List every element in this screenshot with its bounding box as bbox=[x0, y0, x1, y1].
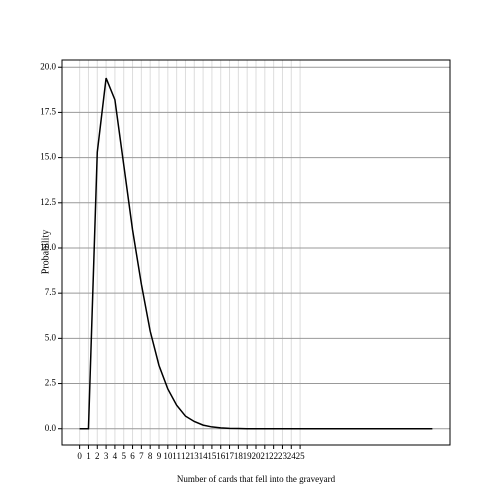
y-tick-label: 7.5 bbox=[45, 287, 57, 297]
x-tick-label: 21 bbox=[260, 451, 269, 461]
x-axis-label: Number of cards that fell into the grave… bbox=[177, 474, 336, 484]
x-tick-label: 18 bbox=[234, 451, 244, 461]
x-tick-label: 20 bbox=[252, 451, 262, 461]
x-tick-label: 13 bbox=[190, 451, 200, 461]
x-tick-label: 4 bbox=[113, 451, 118, 461]
y-tick-label: 15.0 bbox=[40, 152, 56, 162]
x-tick-label: 11 bbox=[172, 451, 181, 461]
x-tick-label: 9 bbox=[157, 451, 162, 461]
data-line bbox=[79, 77, 433, 430]
x-tick-label: 8 bbox=[148, 451, 153, 461]
x-tick-label: 14 bbox=[199, 451, 209, 461]
y-tick-label: 12.5 bbox=[40, 197, 56, 207]
x-tick-label: 16 bbox=[216, 451, 226, 461]
y-tick-label: 0.0 bbox=[45, 423, 57, 433]
y-tick-label: 20.0 bbox=[40, 61, 56, 71]
x-tick-label: 5 bbox=[121, 451, 126, 461]
x-tick-label: 10 bbox=[163, 451, 173, 461]
x-tick-label: 12 bbox=[181, 451, 190, 461]
y-tick-label: 10.0 bbox=[40, 242, 56, 252]
plot-frame bbox=[61, 59, 451, 446]
y-axis-label: Probability bbox=[40, 230, 51, 274]
y-tick-label: 5.0 bbox=[45, 332, 57, 342]
x-tick-label: 7 bbox=[139, 451, 144, 461]
x-tick-label: 2 bbox=[95, 451, 100, 461]
x-tick-label: 6 bbox=[130, 451, 135, 461]
x-tick-label: 3 bbox=[104, 451, 109, 461]
x-tick-label: 0 bbox=[77, 451, 82, 461]
x-tick-label: 17 bbox=[225, 451, 235, 461]
x-tick-label: 23 bbox=[278, 451, 288, 461]
x-tick-label: 1 bbox=[86, 451, 91, 461]
y-tick-label: 2.5 bbox=[45, 378, 57, 388]
y-tick-label: 17.5 bbox=[40, 106, 56, 116]
x-tick-label: 15 bbox=[207, 451, 217, 461]
x-tick-label: 22 bbox=[269, 451, 278, 461]
x-tick-label: 25 bbox=[296, 451, 306, 461]
x-tick-label: 19 bbox=[243, 451, 253, 461]
x-tick-label: 24 bbox=[287, 451, 297, 461]
